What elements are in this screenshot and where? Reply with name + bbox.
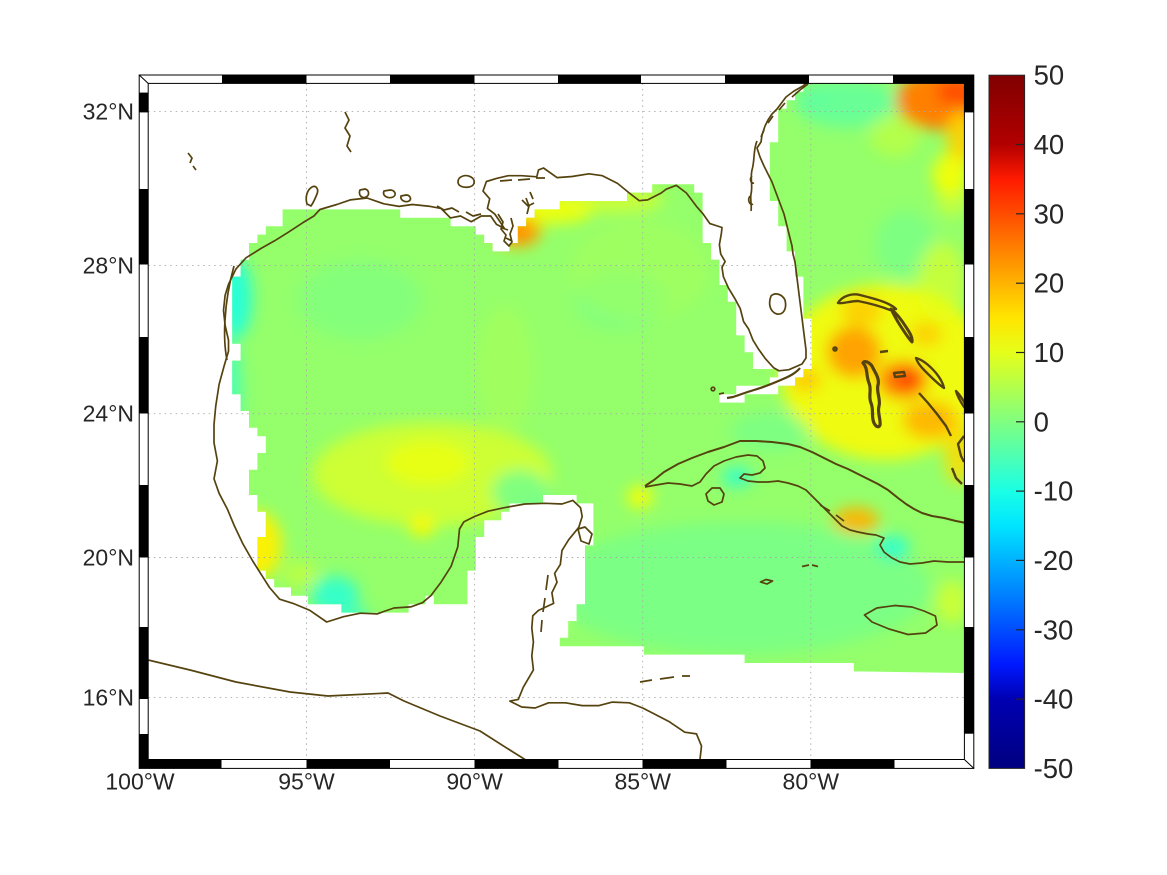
svg-text:-40: -40 [1034,684,1074,715]
svg-text:0: 0 [1034,406,1049,437]
svg-text:-30: -30 [1034,614,1074,645]
svg-text:95°W: 95°W [278,769,335,795]
svg-text:10: 10 [1034,337,1065,368]
svg-text:-20: -20 [1034,545,1074,576]
svg-text:20°N: 20°N [83,545,134,571]
svg-text:85°W: 85°W [614,769,671,795]
svg-text:40: 40 [1034,129,1065,160]
svg-text:20: 20 [1034,268,1065,299]
svg-text:80°W: 80°W [783,769,840,795]
svg-text:28°N: 28°N [83,252,134,278]
svg-text:-50: -50 [1034,753,1074,784]
svg-text:24°N: 24°N [83,401,134,427]
svg-text:100°W: 100°W [105,769,175,795]
svg-text:-10: -10 [1034,476,1074,507]
svg-text:32°N: 32°N [83,98,134,124]
svg-text:16°N: 16°N [83,685,134,711]
svg-text:30: 30 [1034,198,1065,229]
svg-text:90°W: 90°W [446,769,503,795]
svg-text:50: 50 [1034,60,1065,91]
